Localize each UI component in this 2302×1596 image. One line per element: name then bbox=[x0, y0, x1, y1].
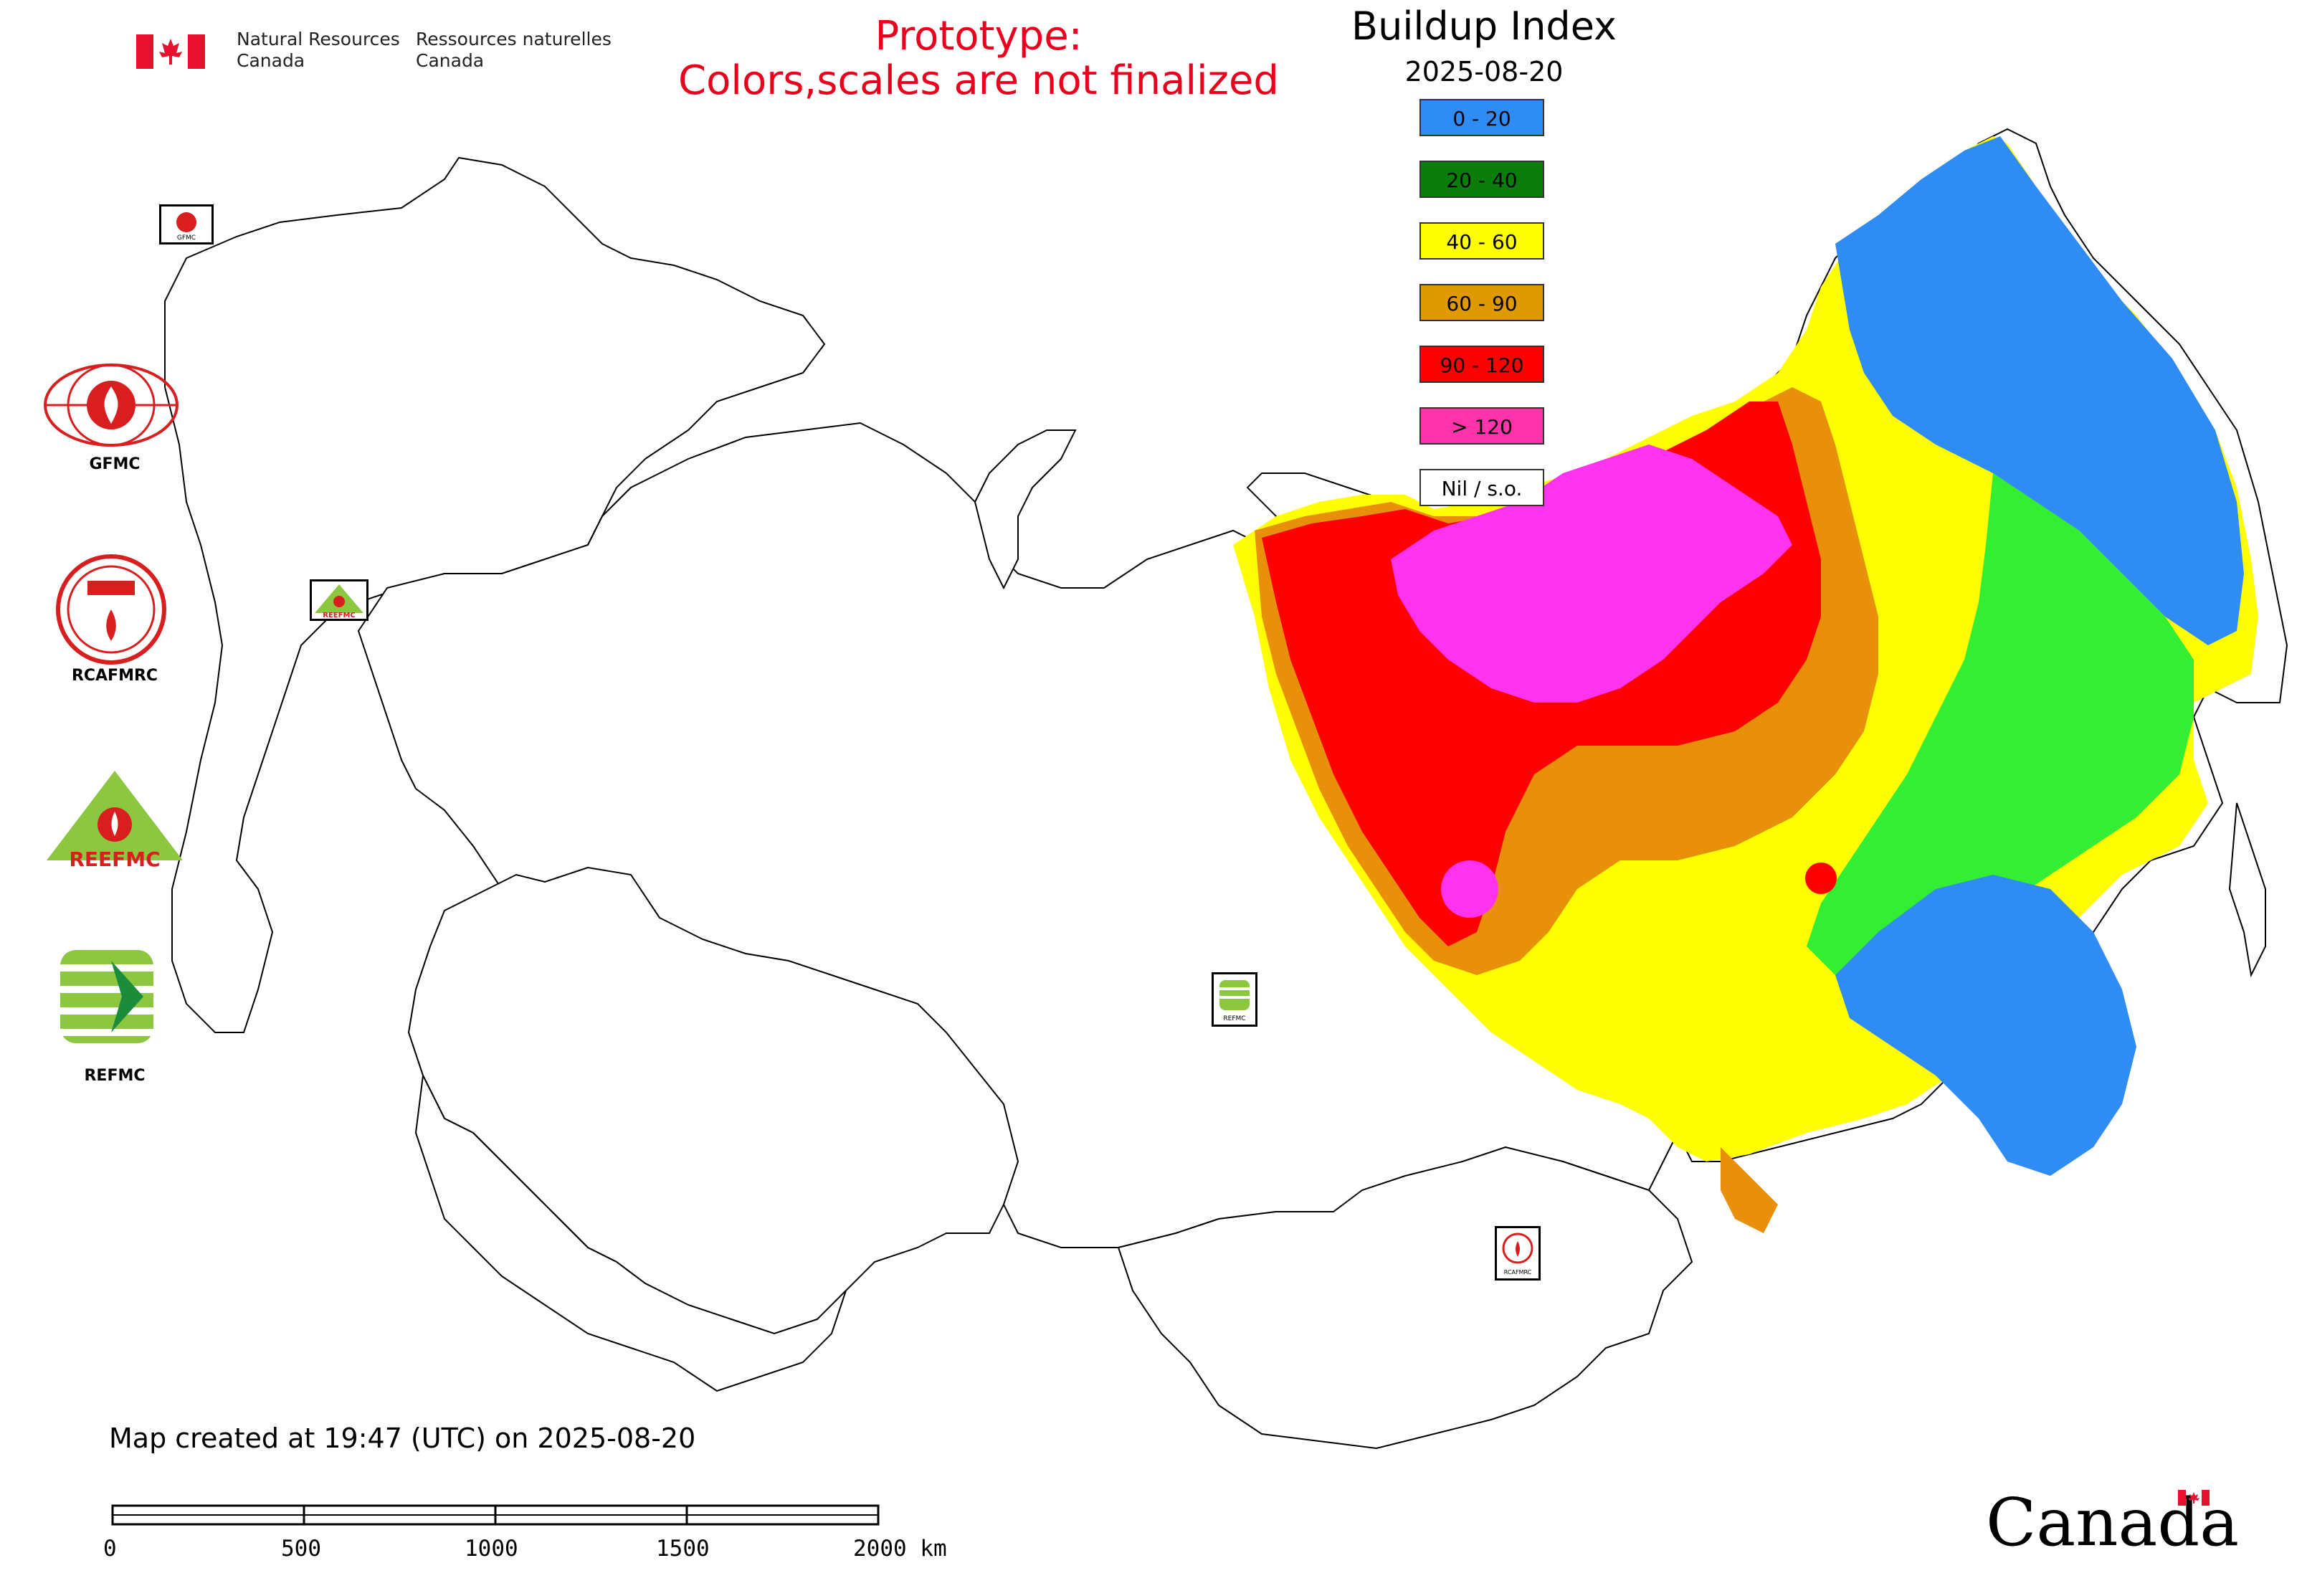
legend-item-3: 60 - 90 bbox=[1419, 284, 1544, 321]
map-marker-reefmc[interactable]: REEFMC bbox=[310, 579, 368, 621]
rcafmrc-logo-icon bbox=[56, 554, 166, 665]
scale-label-0: 0 bbox=[103, 1536, 117, 1562]
map-marker-gfmc[interactable]: GFMC bbox=[159, 204, 214, 244]
svg-text:REEFMC: REEFMC bbox=[69, 847, 160, 871]
prototype-line1: Prototype: bbox=[875, 13, 1083, 60]
refmc-logo-icon bbox=[60, 950, 153, 1043]
reefmc-marker-icon: REEFMC bbox=[315, 584, 363, 619]
org-label-gfmc: GFMC bbox=[89, 455, 141, 473]
gfmc-logo-icon bbox=[44, 364, 179, 447]
rcafmrc-marker-icon: RCAFMRC bbox=[1502, 1232, 1533, 1276]
scale-label-2000: 2000 km bbox=[853, 1536, 947, 1562]
legend-item-1: 20 - 40 bbox=[1419, 161, 1544, 198]
marker-label-gfmc: GFMC bbox=[177, 234, 196, 242]
gc-signature: Natural Resources Canada Ressources natu… bbox=[136, 29, 624, 79]
legend-item-0: 0 - 20 bbox=[1419, 99, 1544, 136]
map-marker-refmc[interactable]: REFMC bbox=[1212, 972, 1257, 1027]
refmc-marker-icon: REFMC bbox=[1219, 980, 1250, 1022]
buildup-index-raster bbox=[1233, 136, 2258, 1233]
legend-item-6: Nil / s.o. bbox=[1419, 469, 1544, 506]
agency-fr-line2: Canada bbox=[416, 50, 485, 71]
org-label-refmc: REFMC bbox=[84, 1067, 146, 1085]
scale-bar bbox=[111, 1504, 880, 1526]
scale-label-1000: 1000 bbox=[465, 1536, 518, 1562]
prototype-line2: Colors,scales are not finalized bbox=[678, 57, 1279, 104]
canada-wordmark: Canada bbox=[1986, 1484, 2239, 1563]
reefmc-logo-icon: REEFMC bbox=[47, 771, 183, 871]
legend-item-5: > 120 bbox=[1419, 407, 1544, 445]
org-logo-reefmc: REEFMC bbox=[36, 767, 194, 875]
map-created-note: Map created at 19:47 (UTC) on 2025-08-20 bbox=[109, 1422, 696, 1454]
canada-flag-icon bbox=[136, 34, 205, 69]
agency-en-line1: Natural Resources bbox=[237, 29, 400, 49]
legend-item-4: 90 - 120 bbox=[1419, 346, 1544, 383]
org-logo-gfmc: GFMC bbox=[36, 362, 194, 477]
scale-label-1500: 1500 bbox=[656, 1536, 710, 1562]
scale-label-500: 500 bbox=[281, 1536, 321, 1562]
prototype-notice: Prototype: Colors,scales are not finaliz… bbox=[660, 14, 1298, 103]
org-logo-refmc: REFMC bbox=[36, 946, 194, 1090]
wordmark-flag-icon bbox=[2178, 1490, 2210, 1506]
agency-fr-line1: Ressources naturelles bbox=[416, 29, 612, 49]
legend-item-2: 40 - 60 bbox=[1419, 222, 1544, 260]
org-label-rcafmrc: RCAFMRC bbox=[71, 667, 158, 685]
legend-date: 2025-08-20 bbox=[1404, 56, 1564, 87]
map-marker-rcafmrc[interactable]: RCAFMRC bbox=[1495, 1226, 1541, 1281]
agency-en-line2: Canada bbox=[237, 50, 305, 71]
org-logo-rcafmrc: RCAFMRC bbox=[36, 552, 194, 695]
marker-label-reefmc: REEFMC bbox=[323, 612, 355, 619]
gfmc-marker-icon: GFMC bbox=[176, 212, 196, 242]
legend-title: Buildup Index bbox=[1351, 4, 1617, 49]
marker-label-rcafmrc: RCAFMRC bbox=[1504, 1269, 1532, 1276]
marker-label-refmc: REFMC bbox=[1223, 1015, 1245, 1022]
